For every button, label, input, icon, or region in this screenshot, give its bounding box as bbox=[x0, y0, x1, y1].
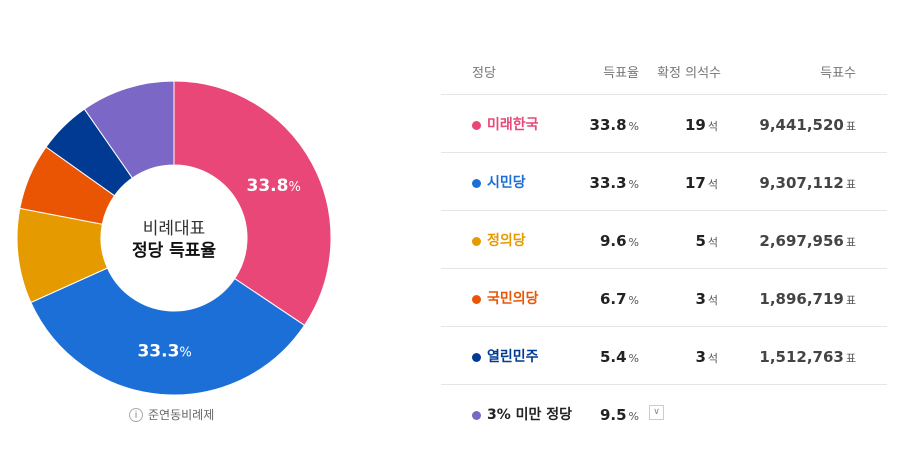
table-row: 미래한국 33.8% 19 석 9,441,520 표 bbox=[441, 95, 887, 153]
pie-slice[interactable] bbox=[30, 267, 306, 396]
footnote[interactable]: i 준연동비례제 bbox=[129, 406, 214, 423]
party-name: 3% 미만 정당 bbox=[487, 407, 573, 423]
footnote-text: 준연동비례제 bbox=[148, 408, 215, 422]
table-header: 정당 득표율 확정 의석수 득표수 bbox=[441, 48, 887, 95]
data-label: 33.8% bbox=[247, 176, 301, 196]
vote-rate: 6.7% bbox=[599, 290, 639, 308]
vote-rate: 9.5% bbox=[599, 406, 639, 424]
vote-count: 1,896,719 표 bbox=[759, 290, 856, 308]
center-title-line2: 정당 득표율 bbox=[131, 241, 217, 261]
seat-count: 17 석 bbox=[685, 174, 718, 192]
table-row: 국민의당 6.7% 3 석 1,896,719 표 bbox=[441, 269, 887, 327]
header-rate: 득표율 bbox=[603, 66, 639, 81]
party-color-dot bbox=[472, 295, 481, 304]
party-color-dot bbox=[472, 353, 481, 362]
table-row: 정의당 9.6% 5 석 2,697,956 표 bbox=[441, 211, 887, 269]
data-label: 33.3% bbox=[137, 342, 191, 362]
vote-count: 9,441,520 표 bbox=[759, 116, 856, 134]
pie-slice[interactable] bbox=[83, 80, 175, 179]
vote-count: 9,307,112 표 bbox=[759, 174, 856, 192]
table-row-others: 3% 미만 정당 9.5% ∨ bbox=[441, 385, 887, 442]
party-color-dot bbox=[472, 237, 481, 246]
info-icon[interactable]: i bbox=[129, 407, 143, 422]
party-color-dot bbox=[472, 411, 481, 420]
vote-rate: 5.4% bbox=[599, 348, 639, 366]
results-table: 정당 득표율 확정 의석수 득표수 미래한국 33.8% 19 석 9,441,520 표… bbox=[441, 48, 887, 442]
party-name: 미래한국 bbox=[487, 117, 539, 133]
seat-count: 19 석 bbox=[685, 116, 718, 134]
header-seats: 확정 의석수 bbox=[657, 66, 721, 81]
vote-count: 2,697,956 표 bbox=[759, 232, 856, 250]
donut-chart: 33.8% 33.3% 비례대표 정당 득표율 bbox=[15, 79, 333, 397]
donut-svg: 33.8% 33.3% bbox=[16, 80, 332, 396]
table-row: 시민당 33.3% 17 석 9,307,112 표 bbox=[441, 153, 887, 211]
table-row: 열린민주 5.4% 3 석 1,512,763 표 bbox=[441, 327, 887, 385]
vote-rate: 33.8% bbox=[589, 116, 639, 134]
chevron-down-icon[interactable]: ∨ bbox=[649, 405, 664, 420]
party-name: 국민의당 bbox=[487, 291, 539, 307]
header-party: 정당 bbox=[472, 66, 496, 81]
pie-slice[interactable] bbox=[173, 80, 332, 326]
vote-rate: 9.6% bbox=[599, 232, 639, 250]
chart-center-title: 비례대표 정당 득표율 bbox=[15, 218, 333, 262]
vote-rate: 33.3% bbox=[589, 174, 639, 192]
party-name: 시민당 bbox=[487, 175, 526, 191]
party-color-dot bbox=[472, 179, 481, 188]
vote-count: 1,512,763 표 bbox=[759, 348, 856, 366]
party-name: 열린민주 bbox=[487, 349, 539, 365]
party-name: 정의당 bbox=[487, 233, 526, 249]
center-title-line1: 비례대표 bbox=[142, 219, 206, 239]
party-color-dot bbox=[472, 121, 481, 130]
header-votes: 득표수 bbox=[820, 66, 856, 81]
